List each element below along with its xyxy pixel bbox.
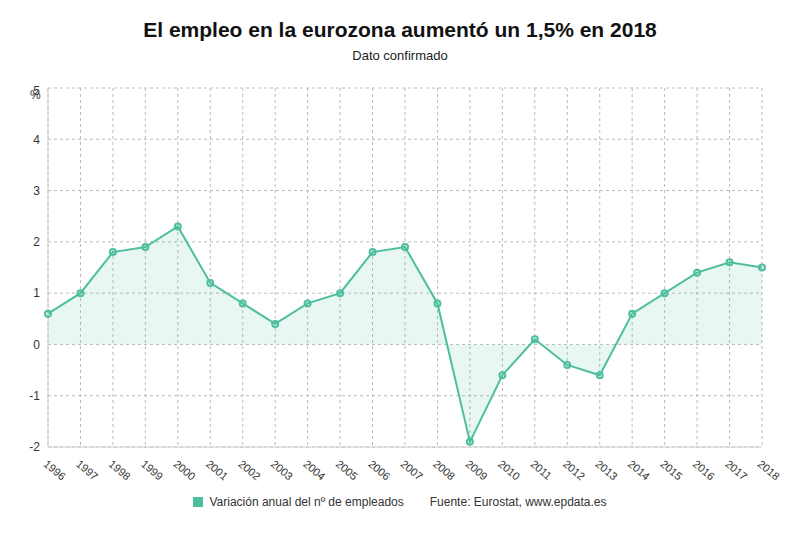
svg-text:2000: 2000 xyxy=(171,457,197,482)
html-text:Fuente: Eurostat, www.epdata.e: Fuente: Eurostat, www.epdata.es xyxy=(429,495,607,509)
svg-text:-1: -1 xyxy=(29,389,40,403)
svg-text:2007: 2007 xyxy=(399,457,425,482)
html-text:Variación anual del nº de empl: Variación anual del nº de empleados xyxy=(209,495,404,509)
svg-text:2006: 2006 xyxy=(366,457,392,482)
svg-text:-2: -2 xyxy=(29,440,40,454)
svg-text:3: 3 xyxy=(33,184,40,198)
svg-text:1997: 1997 xyxy=(74,457,100,482)
svg-text:4: 4 xyxy=(33,133,40,147)
svg-text:2: 2 xyxy=(33,235,40,249)
svg-text:1998: 1998 xyxy=(106,457,132,482)
svg-text:2014: 2014 xyxy=(626,457,652,482)
svg-text:0: 0 xyxy=(33,338,40,352)
svg-text:2013: 2013 xyxy=(593,457,619,482)
svg-text:2012: 2012 xyxy=(561,457,587,482)
svg-text:2016: 2016 xyxy=(691,457,717,482)
svg-text:2005: 2005 xyxy=(334,457,360,482)
svg-text:2004: 2004 xyxy=(301,457,327,482)
svg-text:1996: 1996 xyxy=(42,457,68,482)
svg-text:2017: 2017 xyxy=(723,457,749,482)
svg-text:2015: 2015 xyxy=(658,457,684,482)
svg-text:2009: 2009 xyxy=(463,457,489,482)
svg-text:2011: 2011 xyxy=(528,457,554,481)
svg-text:2010: 2010 xyxy=(496,457,522,482)
svg-text:1999: 1999 xyxy=(139,457,165,482)
html-text:Dato confirmado: Dato confirmado xyxy=(352,48,448,63)
html-text:El empleo en la eurozona aumen: El empleo en la eurozona aumentó un 1,5%… xyxy=(143,18,657,41)
svg-text:2001: 2001 xyxy=(204,457,230,482)
svg-text:2003: 2003 xyxy=(269,457,295,482)
svg-text:5: 5 xyxy=(33,84,40,98)
svg-text:2008: 2008 xyxy=(431,457,457,482)
svg-text:2002: 2002 xyxy=(236,457,262,482)
svg-text:2018: 2018 xyxy=(756,457,782,482)
svg-text:1: 1 xyxy=(33,286,40,300)
